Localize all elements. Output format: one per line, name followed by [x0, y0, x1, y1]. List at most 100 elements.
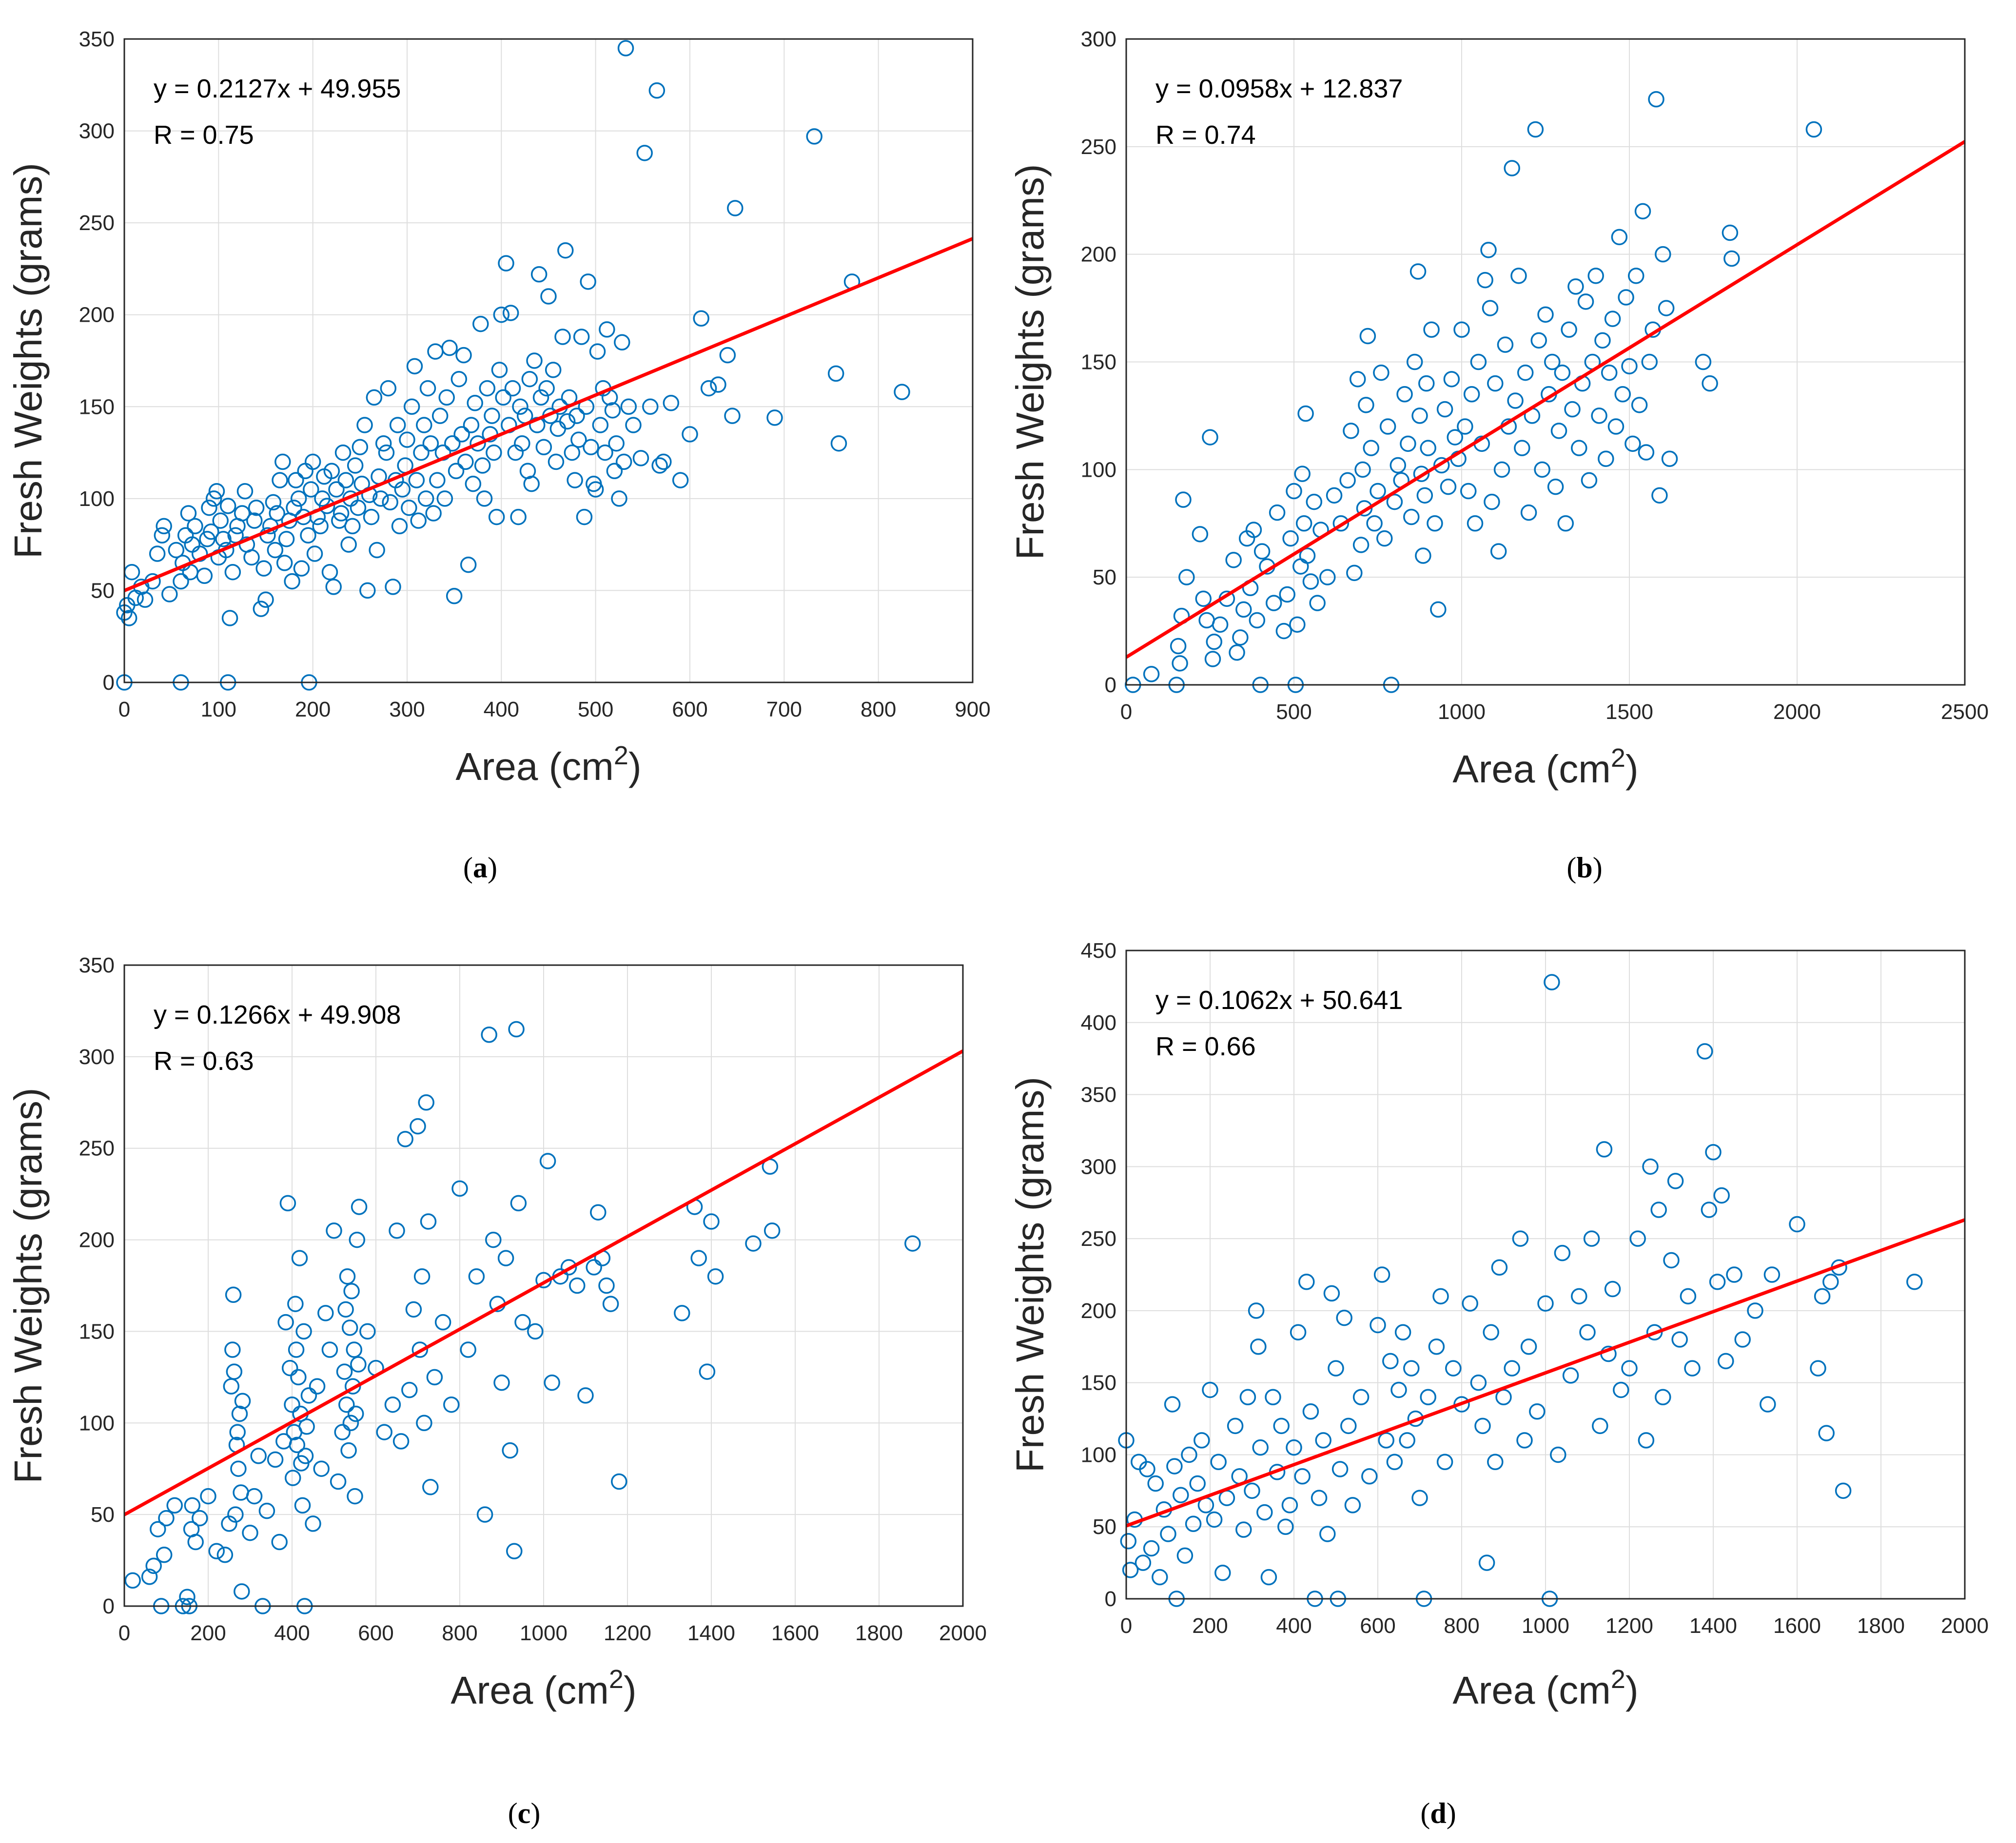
data-point — [337, 1301, 354, 1318]
data-point — [294, 1497, 311, 1514]
data-point — [1658, 300, 1675, 316]
data-point — [328, 481, 345, 498]
data-point — [416, 1415, 432, 1432]
data-point — [1544, 974, 1560, 990]
x-axis-label-close: ) — [1625, 747, 1639, 791]
data-point — [448, 463, 465, 480]
x-tick-label: 800 — [442, 1621, 477, 1645]
data-point — [1176, 1547, 1194, 1564]
data-point — [1661, 450, 1678, 467]
data-point — [1420, 1389, 1436, 1405]
x-tick-label: 1200 — [1605, 1614, 1653, 1638]
data-point — [156, 518, 172, 535]
data-point — [1680, 1288, 1697, 1305]
data-point — [1225, 552, 1242, 568]
data-point — [1428, 1339, 1445, 1355]
x-tick-label: 0 — [1120, 1614, 1132, 1638]
data-point — [710, 376, 726, 393]
data-point — [208, 483, 225, 500]
x-tick-label: 2000 — [1941, 1614, 1989, 1638]
x-tick-label: 1800 — [855, 1621, 903, 1645]
data-point — [1510, 268, 1527, 284]
data-point — [276, 555, 293, 571]
y-tick-label: 50 — [91, 579, 115, 602]
data-point — [410, 512, 427, 529]
x-tick-label: 2000 — [1773, 700, 1821, 724]
data-point — [476, 1506, 493, 1523]
data-point — [323, 463, 340, 480]
data-point — [352, 439, 369, 456]
data-point — [1135, 1554, 1152, 1571]
data-point — [350, 1356, 367, 1373]
data-point — [1629, 1230, 1646, 1247]
data-point — [1354, 461, 1371, 478]
regression-line — [1125, 140, 1966, 659]
data-point — [611, 490, 627, 507]
data-point — [417, 490, 434, 507]
y-tick-label: 350 — [79, 27, 115, 51]
data-point — [1440, 478, 1457, 495]
data-point — [1567, 278, 1584, 295]
data-point — [425, 505, 442, 522]
data-point — [334, 444, 352, 461]
data-point — [1379, 418, 1396, 435]
data-point — [1571, 1288, 1587, 1305]
data-point — [1181, 1446, 1197, 1463]
data-point — [508, 1021, 525, 1038]
data-point — [403, 398, 420, 415]
data-point — [1789, 1216, 1805, 1233]
data-point — [569, 1277, 586, 1294]
data-point — [502, 305, 519, 321]
data-point — [258, 1502, 275, 1519]
data-point — [1411, 407, 1428, 424]
data-point — [156, 1547, 173, 1563]
data-point — [401, 1381, 418, 1398]
x-tick-label: 800 — [1444, 1614, 1479, 1638]
x-tick-label: 500 — [1276, 700, 1311, 724]
y-tick-label: 150 — [1081, 1371, 1116, 1395]
caption-letter: d — [1430, 1797, 1446, 1829]
data-point — [727, 200, 744, 216]
data-point — [226, 1363, 243, 1380]
data-point — [568, 407, 585, 424]
data-point — [1646, 1324, 1663, 1340]
caption-letter: a — [473, 852, 488, 884]
data-point — [1564, 401, 1581, 418]
correlation-r: R = 0.63 — [154, 1047, 254, 1076]
data-point — [1286, 1439, 1302, 1456]
data-point — [250, 1448, 267, 1464]
axes-box — [123, 38, 974, 683]
y-tick-label: 0 — [1105, 1587, 1116, 1611]
caption-open: ( — [463, 852, 473, 884]
data-point — [1433, 457, 1450, 474]
data-point — [1295, 515, 1312, 532]
data-point — [389, 1222, 405, 1239]
data-point — [611, 1473, 627, 1490]
data-point — [344, 1378, 361, 1395]
data-point — [1504, 1360, 1520, 1377]
data-point — [1394, 1324, 1411, 1340]
correlation-r: R = 0.74 — [1155, 120, 1256, 150]
data-point — [1436, 1454, 1453, 1470]
data-point — [378, 444, 395, 461]
data-point — [279, 1195, 296, 1212]
data-point — [682, 426, 698, 443]
data-point — [1152, 1569, 1168, 1586]
data-point — [1554, 1244, 1571, 1261]
data-point — [1562, 1367, 1579, 1384]
data-point — [277, 1314, 294, 1331]
data-point — [406, 358, 423, 375]
data-point — [271, 1533, 288, 1551]
y-tick-label: 200 — [79, 303, 115, 327]
data-point — [234, 1583, 250, 1600]
data-point — [408, 472, 425, 488]
data-point — [340, 1442, 357, 1459]
data-point — [272, 472, 288, 488]
data-point — [1319, 569, 1336, 585]
data-point — [598, 1277, 615, 1294]
y-tick-label: 150 — [79, 395, 115, 419]
data-point — [229, 1424, 246, 1440]
data-point — [1480, 242, 1497, 258]
caption-open: ( — [508, 1797, 518, 1829]
